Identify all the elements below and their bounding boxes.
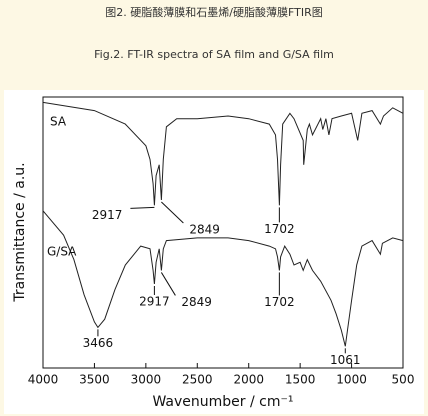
peak-label: 2849: [189, 222, 220, 236]
peak-label: 1702: [264, 295, 295, 309]
series-label: SA: [50, 115, 67, 129]
caption-cn: 图2. 硬脂酸薄膜和石墨烯/硬脂酸薄膜FTIR图: [105, 5, 322, 19]
spectrum-line: [42, 101, 404, 206]
spectrum-line: [42, 210, 404, 347]
y-axis-label: Transmittance / a.u.: [12, 162, 28, 302]
x-tick-label: 2000: [233, 373, 264, 387]
x-tick-label: 1500: [285, 373, 316, 387]
peak-arrow: [160, 272, 176, 296]
x-axis-label: Wavenumber / cm⁻¹: [152, 394, 293, 410]
chart-panel: [4, 90, 424, 414]
plot-frame: [42, 96, 404, 369]
x-tick-label: 3000: [131, 373, 162, 387]
peak-label: 3466: [83, 336, 114, 350]
x-tick-label: 1000: [336, 373, 367, 387]
peak-label: 1061: [330, 353, 361, 367]
peak-label: 2917: [139, 294, 170, 308]
peak-arrow: [161, 201, 184, 224]
peak-label: 2917: [92, 208, 123, 222]
peak-label: 2849: [181, 295, 212, 309]
x-tick-label: 3500: [79, 373, 110, 387]
peak-label: 1702: [264, 222, 295, 236]
series-label: G/SA: [47, 245, 77, 259]
caption-en: Fig.2. FT-IR spectra of SA film and G/SA…: [94, 48, 334, 61]
x-tick-label: 500: [392, 373, 415, 387]
x-tick-label: 4000: [28, 373, 59, 387]
x-tick-label: 2500: [182, 373, 213, 387]
peak-arrow: [130, 206, 155, 209]
